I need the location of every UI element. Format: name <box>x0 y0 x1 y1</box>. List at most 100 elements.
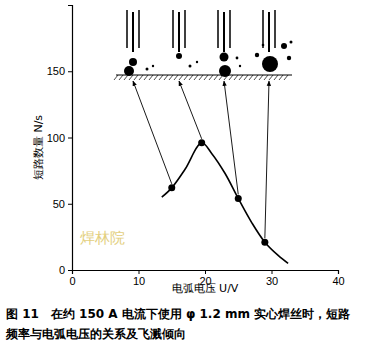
droplet <box>239 65 241 67</box>
hatch <box>124 75 128 80</box>
hatch <box>159 75 163 80</box>
hatch <box>184 75 188 80</box>
droplet <box>146 68 149 71</box>
hatch <box>164 75 168 80</box>
wire <box>132 12 134 52</box>
plot-area <box>162 139 288 263</box>
y-tick-label: 100 <box>47 132 65 144</box>
droplet <box>236 57 239 60</box>
pointer-arrow <box>133 81 172 184</box>
pointer-arrow <box>224 81 238 194</box>
droplet <box>196 61 198 63</box>
hatch <box>149 75 153 80</box>
pointer-arrow <box>265 81 269 238</box>
x-axis-line <box>73 271 339 275</box>
y-tick: 100 <box>47 132 72 144</box>
y-tick: 50 <box>53 198 72 210</box>
droplet <box>262 56 278 72</box>
hatch <box>259 75 263 80</box>
hatch <box>194 75 198 80</box>
caption: 频率与电弧电压的关系及飞溅倾向 <box>5 327 186 341</box>
x-tick-label: 0 <box>69 275 75 287</box>
electrode <box>124 10 154 76</box>
x-tick-mark <box>139 270 140 274</box>
y-tick: 150 <box>47 65 72 77</box>
y-tick-mark <box>68 71 72 72</box>
hatch <box>249 75 253 80</box>
droplet <box>262 44 265 47</box>
droplet <box>176 53 182 59</box>
droplet <box>152 65 154 67</box>
droplet <box>124 66 134 76</box>
y-tick-mark <box>68 270 72 271</box>
wire <box>178 12 180 52</box>
x-tick-label: 10 <box>133 275 145 287</box>
y-tick: 0 <box>59 264 72 276</box>
hatch <box>279 75 283 80</box>
chart: 焊林院010203040050100150电弧电压 U/V短路数量 N/s图 1… <box>0 0 366 353</box>
x-tick-label: 30 <box>266 275 278 287</box>
hatch <box>284 75 288 80</box>
hatch <box>114 75 118 80</box>
electrode <box>173 10 198 68</box>
electrode <box>255 10 293 72</box>
y-tick-label: 50 <box>53 198 65 210</box>
hatch <box>134 75 138 80</box>
hatch <box>274 75 278 80</box>
hatch <box>254 75 258 80</box>
wire <box>268 12 270 52</box>
hatch <box>199 75 203 80</box>
hatch <box>169 75 173 80</box>
x-tick: 10 <box>133 270 145 287</box>
droplet <box>255 53 259 57</box>
hatch <box>139 75 143 80</box>
hatch <box>144 75 148 80</box>
curve <box>162 143 288 264</box>
data-point <box>261 239 268 246</box>
x-tick-mark <box>205 270 206 274</box>
droplet <box>287 56 291 60</box>
hatch <box>214 75 218 80</box>
hatch <box>239 75 243 80</box>
electrode <box>218 10 241 77</box>
hatch <box>234 75 238 80</box>
y-tick-mark <box>68 138 72 139</box>
droplet <box>129 58 137 66</box>
y-tick-label: 0 <box>59 264 65 276</box>
pointer-arrow <box>179 81 202 139</box>
x-axis-title: 电弧电压 U/V <box>172 282 239 295</box>
data-point <box>168 184 175 191</box>
hatch <box>189 75 193 80</box>
data-point <box>198 139 205 146</box>
x-tick: 0 <box>69 270 75 287</box>
x-tick: 30 <box>266 270 278 287</box>
y-axis-title: 短路数量 N/s <box>32 115 45 180</box>
y-axis-line <box>68 6 73 271</box>
droplet <box>219 65 231 77</box>
caption: 图 11 在约 150 A 电流下使用 φ 1.2 mm 实心焊丝时，短路 <box>6 307 351 321</box>
y-axis: 0 50 100 150 <box>47 6 73 277</box>
droplet <box>281 43 287 49</box>
x-tick: 40 <box>332 270 344 287</box>
hatch <box>204 75 208 80</box>
hatch <box>179 75 183 80</box>
droplet <box>189 65 192 68</box>
hatch <box>174 75 178 80</box>
hatch <box>269 75 273 80</box>
x-tick-mark <box>338 270 339 274</box>
wire <box>223 12 225 52</box>
hatch <box>209 75 213 80</box>
x-tick-label: 40 <box>332 275 344 287</box>
y-tick-mark <box>68 204 72 205</box>
hatch <box>264 75 268 80</box>
watermark: 焊林院 <box>80 229 125 247</box>
data-point <box>235 195 242 202</box>
hatch <box>154 75 158 80</box>
x-tick-mark <box>272 270 273 274</box>
droplet <box>220 53 229 62</box>
hatch <box>229 75 233 80</box>
droplet <box>290 41 293 44</box>
hatch <box>244 75 248 80</box>
illustration <box>114 10 293 80</box>
y-tick-label: 150 <box>47 65 65 77</box>
